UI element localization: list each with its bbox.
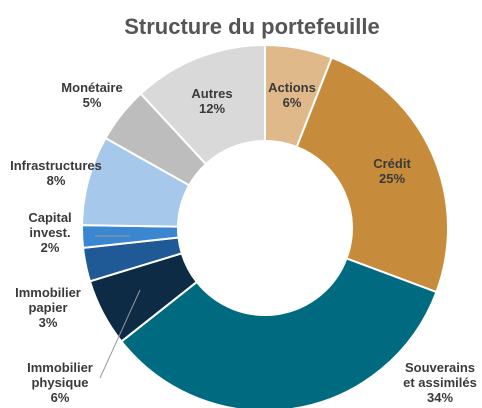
slice-label: Capital invest. 2% xyxy=(28,210,71,255)
slice-label-line: Immobilier xyxy=(15,285,81,300)
slice-label: Monétaire 5% xyxy=(61,80,122,110)
slice-label: Immobilier physique 6% xyxy=(27,360,93,405)
slice-value-label: 25% xyxy=(379,171,405,186)
slice-value-label: 8% xyxy=(47,173,66,188)
slice-label-line: physique xyxy=(31,375,88,390)
slice-label-line: et assimilés xyxy=(403,375,477,390)
slice-value-label: 3% xyxy=(39,315,58,330)
leader-line xyxy=(99,289,141,379)
slice-label-line: Actions xyxy=(268,80,316,95)
slice-value-label: 5% xyxy=(83,95,102,110)
slice-value-label: 12% xyxy=(199,101,225,116)
slice-value-label: 6% xyxy=(283,95,302,110)
slice-value-label: 2% xyxy=(41,240,60,255)
slice-value-label: 34% xyxy=(427,390,453,405)
slice-label: Actions 6% xyxy=(268,80,316,110)
slice-label: Infrastructures 8% xyxy=(10,158,102,188)
donut-slice xyxy=(295,56,449,294)
slice-label-line: invest. xyxy=(29,225,70,240)
slice-label: Souverains et assimilés 34% xyxy=(403,360,477,405)
chart-title: Structure du portefeuille xyxy=(124,14,379,39)
slice-label-line: Souverains xyxy=(405,360,475,375)
slice-label-line: Monétaire xyxy=(61,80,122,95)
slice-label-line: Autres xyxy=(191,86,232,101)
slice-label-line: Infrastructures xyxy=(10,158,102,173)
slice-label-line: Immobilier xyxy=(27,360,93,375)
slice-value-label: 6% xyxy=(51,390,70,405)
slice-label: Crédit 25% xyxy=(373,156,411,186)
slice-label: Immobilier papier 3% xyxy=(15,285,81,330)
donut-slice xyxy=(120,257,438,408)
donut-slice xyxy=(139,43,266,166)
slice-label: Autres 12% xyxy=(191,86,232,116)
slice-label-line: papier xyxy=(28,300,67,315)
slice-label-line: Crédit xyxy=(373,156,411,171)
slice-label-line: Capital xyxy=(28,210,71,225)
